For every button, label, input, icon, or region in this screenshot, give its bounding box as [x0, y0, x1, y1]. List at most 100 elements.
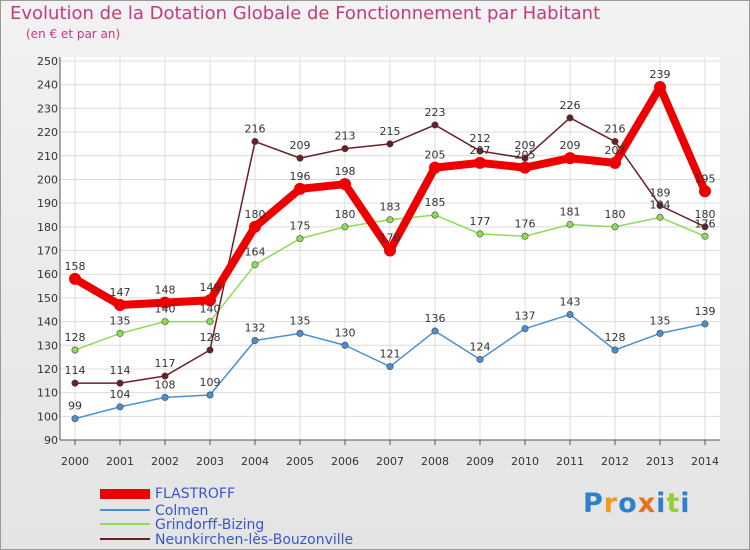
legend-label-flastroff: FLASTROFF — [155, 486, 236, 502]
data-point-neunkirchen-les-bouzonville — [71, 379, 79, 387]
data-point-colmen — [386, 363, 394, 371]
data-point-flastroff — [519, 161, 531, 174]
y-tick-label: 180 — [37, 221, 58, 234]
y-tick-label: 130 — [37, 339, 58, 352]
data-point-flastroff — [429, 161, 441, 174]
legend-label-neunkirchen: Neunkirchen-lès-Bouzonville — [155, 532, 354, 548]
data-point-grindorff-bizing — [116, 329, 124, 337]
data-point-colmen — [341, 341, 349, 349]
chart-subtitle: (en € et par an) — [26, 27, 121, 41]
data-point-flastroff — [339, 178, 351, 191]
data-label-grindorff-bizing: 184 — [650, 198, 671, 211]
data-point-flastroff — [654, 81, 666, 94]
x-tick-label: 2008 — [421, 455, 449, 468]
data-label-flastroff: 207 — [605, 144, 626, 157]
data-point-colmen — [521, 325, 529, 333]
data-label-colmen: 137 — [515, 310, 536, 323]
data-point-flastroff — [294, 182, 306, 195]
data-label-colmen: 132 — [245, 322, 266, 335]
data-point-flastroff — [204, 294, 216, 307]
data-label-colmen: 99 — [68, 400, 82, 413]
data-point-neunkirchen-les-bouzonville — [476, 147, 484, 155]
y-tick-label: 90 — [44, 434, 58, 447]
data-label-neunkirchen-les-bouzonville: 117 — [155, 357, 176, 370]
data-label-colmen: 104 — [110, 388, 131, 401]
logo-letter: i — [680, 488, 691, 519]
data-point-grindorff-bizing — [701, 232, 709, 240]
data-point-grindorff-bizing — [566, 220, 574, 228]
data-point-flastroff — [69, 272, 81, 285]
data-label-flastroff: 180 — [245, 208, 266, 221]
y-tick-label: 190 — [37, 197, 58, 210]
data-point-colmen — [566, 310, 574, 318]
data-label-neunkirchen-les-bouzonville: 114 — [110, 364, 131, 377]
data-label-neunkirchen-les-bouzonville: 114 — [65, 364, 86, 377]
data-point-colmen — [71, 415, 79, 423]
data-point-grindorff-bizing — [611, 223, 619, 231]
data-label-grindorff-bizing: 128 — [65, 331, 86, 344]
data-label-colmen: 143 — [560, 295, 581, 308]
data-point-grindorff-bizing — [296, 235, 304, 243]
legend-swatch-neunkirchen — [100, 538, 150, 540]
data-label-neunkirchen-les-bouzonville: 216 — [245, 123, 266, 136]
x-tick-label: 2014 — [691, 455, 719, 468]
data-point-neunkirchen-les-bouzonville — [386, 140, 394, 148]
x-tick-label: 2000 — [61, 455, 89, 468]
data-point-flastroff — [384, 244, 396, 257]
data-point-colmen — [656, 329, 664, 337]
data-label-grindorff-bizing: 181 — [560, 205, 581, 218]
data-label-neunkirchen-les-bouzonville: 180 — [695, 208, 716, 221]
data-point-colmen — [116, 403, 124, 411]
y-tick-label: 240 — [37, 79, 58, 92]
data-point-grindorff-bizing — [476, 230, 484, 238]
data-label-grindorff-bizing: 140 — [155, 303, 176, 316]
y-tick-label: 140 — [37, 316, 58, 329]
data-label-flastroff: 196 — [290, 170, 311, 183]
data-point-neunkirchen-les-bouzonville — [161, 372, 169, 380]
data-point-colmen — [701, 320, 709, 328]
data-label-flastroff: 148 — [155, 284, 176, 297]
data-point-neunkirchen-les-bouzonville — [251, 138, 259, 146]
data-point-flastroff — [474, 156, 486, 169]
logo-letter: i — [656, 488, 667, 519]
data-point-neunkirchen-les-bouzonville — [701, 223, 709, 231]
x-tick-label: 2009 — [466, 455, 494, 468]
data-label-grindorff-bizing: 180 — [335, 208, 356, 221]
y-tick-label: 150 — [37, 292, 58, 305]
data-label-grindorff-bizing: 177 — [470, 215, 491, 228]
data-label-neunkirchen-les-bouzonville: 189 — [650, 186, 671, 199]
data-label-neunkirchen-les-bouzonville: 212 — [470, 132, 491, 145]
data-point-grindorff-bizing — [161, 318, 169, 326]
data-label-colmen: 128 — [605, 331, 626, 344]
x-tick-label: 2005 — [286, 455, 314, 468]
data-label-flastroff: 239 — [650, 68, 671, 81]
y-tick-label: 160 — [37, 268, 58, 281]
y-tick-label: 110 — [37, 387, 58, 400]
data-point-grindorff-bizing — [341, 223, 349, 231]
data-label-colmen: 121 — [380, 348, 401, 361]
data-label-neunkirchen-les-bouzonville: 223 — [425, 106, 446, 119]
y-tick-label: 230 — [37, 102, 58, 115]
data-point-neunkirchen-les-bouzonville — [566, 114, 574, 122]
data-label-colmen: 109 — [200, 376, 221, 389]
chart-title: Evolution de la Dotation Globale de Fonc… — [10, 3, 601, 24]
data-point-flastroff — [609, 156, 621, 169]
x-tick-label: 2004 — [241, 455, 269, 468]
data-label-colmen: 135 — [290, 314, 311, 327]
y-tick-label: 100 — [37, 410, 58, 423]
x-tick-label: 2001 — [106, 455, 134, 468]
data-label-flastroff: 205 — [425, 149, 446, 162]
legend-swatch-flastroff — [100, 489, 150, 499]
data-point-grindorff-bizing — [431, 211, 439, 219]
data-point-colmen — [431, 327, 439, 335]
data-label-flastroff: 198 — [335, 165, 356, 178]
data-point-flastroff — [699, 185, 711, 198]
legend-label-colmen: Colmen — [155, 503, 209, 519]
data-point-neunkirchen-les-bouzonville — [296, 154, 304, 162]
data-label-flastroff: 209 — [560, 139, 581, 152]
data-point-colmen — [251, 337, 259, 345]
x-tick-label: 2003 — [196, 455, 224, 468]
data-label-grindorff-bizing: 185 — [425, 196, 446, 209]
logo-letter: o — [618, 488, 638, 519]
data-point-neunkirchen-les-bouzonville — [521, 154, 529, 162]
